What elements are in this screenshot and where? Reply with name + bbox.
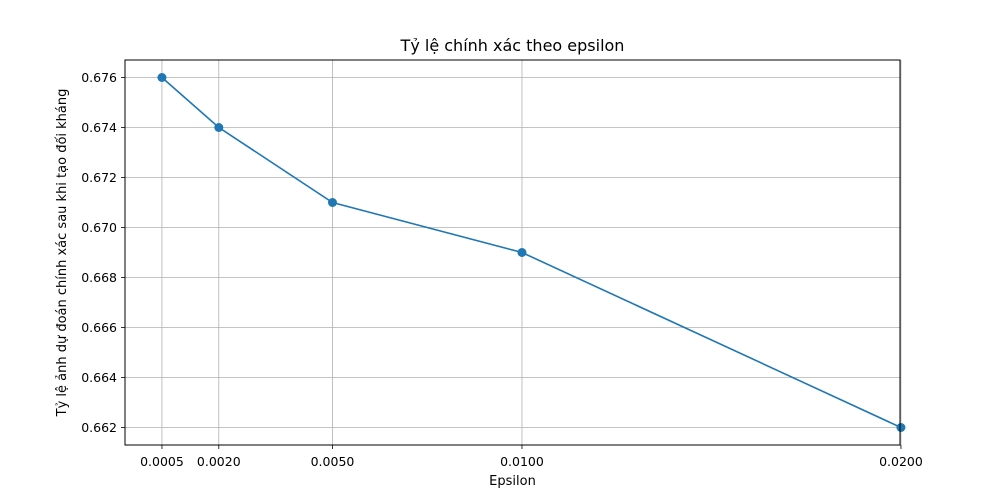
y-tick-label: 0.666 bbox=[81, 320, 117, 335]
x-tick-label: 0.0050 bbox=[311, 454, 355, 469]
grid bbox=[125, 60, 902, 445]
y-axis-label: Tỷ lệ ảnh dự đoán chính xác sau khi tạo … bbox=[55, 89, 70, 418]
y-tick-label: 0.668 bbox=[81, 270, 117, 285]
x-tick-label: 0.0100 bbox=[500, 454, 544, 469]
data-point bbox=[214, 123, 224, 132]
ticks: 0.0005 0.0020 0.0050 0.0100 0.0200 0.662 0.664… bbox=[81, 70, 923, 469]
x-axis-label: Epsilon bbox=[489, 474, 536, 489]
x-tick-label: 0.0200 bbox=[879, 454, 923, 469]
chart-title: Tỷ lệ chính xác theo epsilon bbox=[400, 36, 625, 55]
data-point bbox=[517, 248, 527, 257]
y-tick-label: 0.662 bbox=[81, 420, 117, 435]
y-tick-label: 0.670 bbox=[81, 220, 117, 235]
series-layer bbox=[157, 73, 906, 432]
y-tick-label: 0.672 bbox=[81, 170, 117, 185]
plot-frame bbox=[124, 59, 901, 446]
y-tick-label: 0.676 bbox=[81, 70, 117, 85]
y-tick-label: 0.664 bbox=[81, 370, 117, 385]
y-tick-label: 0.674 bbox=[81, 120, 117, 135]
x-tick-label: 0.0005 bbox=[140, 454, 184, 469]
data-point bbox=[157, 73, 167, 82]
data-point bbox=[896, 423, 906, 432]
x-tick-label: 0.0020 bbox=[197, 454, 241, 469]
data-point bbox=[327, 198, 337, 207]
